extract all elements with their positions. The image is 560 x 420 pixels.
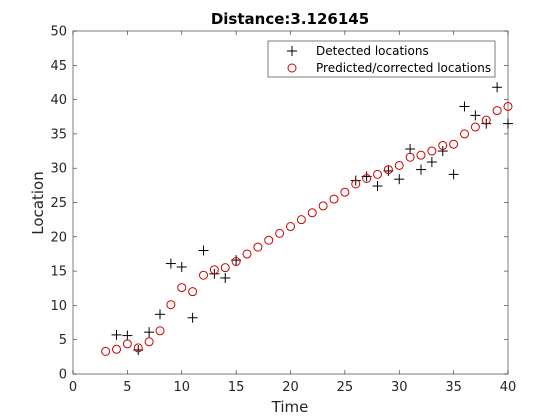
predicted-point [220,263,230,273]
y-tick-label: 15 [50,265,67,280]
predicted-point [133,343,143,353]
y-tick-label: 40 [50,93,67,108]
predicted-point [438,141,448,151]
y-tick-label: 0 [59,368,67,383]
predicted-point [286,222,295,232]
legend-marker-detected [287,46,297,56]
predicted-point [362,173,372,183]
detected-point [176,261,187,272]
predicted-point [318,201,328,211]
predicted-point [177,283,187,293]
y-tick-label: 20 [50,230,67,245]
detected-point [144,327,155,338]
predicted-point [253,242,263,252]
detected-point [165,258,176,269]
x-tick-label: 35 [445,380,462,395]
predicted-point [427,146,437,156]
detected-point [405,143,416,154]
detected-point [155,309,165,320]
x-axis-label: Time [271,398,309,416]
detected-point [111,329,122,340]
predicted-point [144,337,154,347]
predicted-point [394,160,404,170]
plot-area [72,30,509,375]
y-tick-label: 50 [50,25,67,40]
detected-point [459,101,470,112]
detected-point [122,330,133,341]
x-tick-label: 15 [228,380,245,395]
predicted-point [329,194,339,204]
x-tick-label: 25 [337,380,354,395]
legend-label-predicted: Predicted/corrected locations [316,61,491,75]
predicted-point [416,150,426,160]
predicted-point [166,300,176,310]
predicted-point [275,228,285,238]
predicted-point [264,235,274,245]
predicted-point [112,344,121,354]
legend-label-detected: Detected locations [316,44,429,58]
x-tick-label: 20 [282,380,299,395]
predicted-point [351,179,361,189]
predicted-point [155,326,165,336]
detected-point [470,110,481,121]
predicted-point [101,346,111,356]
detected-point [350,175,361,186]
predicted-point [405,152,415,162]
predicted-point [449,139,459,149]
chart-title: Distance:3.126145 [211,10,369,28]
y-tick-label: 45 [50,59,67,74]
detected-point [187,312,198,323]
y-axis-label: Location [29,171,47,234]
x-tick-label: 30 [391,380,408,395]
legend-marker-predicted [287,63,297,73]
predicted-point [373,169,382,179]
predicted-point [296,215,306,225]
x-tick-label: 40 [500,380,517,395]
predicted-point [242,249,252,259]
predicted-point [231,256,241,266]
predicted-point [209,265,219,275]
y-axis: 0 5 10 15 20 25 30 35 40 45 50 [50,25,508,383]
detected-point [394,174,405,185]
predicted-point [492,106,502,116]
detected-point [492,82,503,93]
predicted-point [481,115,491,125]
detected-point [448,169,459,180]
predicted-point [503,101,513,111]
detected-point [437,146,448,157]
legend-box [267,40,496,78]
detected-point [416,164,426,175]
predicted-point [460,129,469,139]
y-tick-label: 25 [50,196,67,211]
y-tick-label: 30 [50,162,67,177]
detected-point [503,118,513,129]
y-tick-label: 35 [50,127,67,142]
predicted-point [307,208,317,218]
predicted-point [340,187,350,197]
detected-point [220,272,231,283]
x-tick-label: 0 [69,380,77,395]
data-markers [101,82,513,356]
detected-point [198,245,209,256]
predicted-point [122,339,132,349]
predicted-point [470,122,480,132]
detected-point [372,181,383,192]
x-axis: 0 5 10 15 20 25 30 35 40 [69,31,516,395]
predicted-point [383,165,393,175]
y-tick-label: 5 [59,333,67,348]
predicted-point [199,270,208,280]
legend: Detected locations Predicted/corrected l… [267,40,496,78]
y-tick-label: 10 [50,299,67,314]
detected-point [426,157,437,168]
predicted-point [188,287,198,297]
x-tick-label: 10 [173,380,190,395]
x-tick-label: 5 [123,380,131,395]
detected-point [481,118,492,129]
